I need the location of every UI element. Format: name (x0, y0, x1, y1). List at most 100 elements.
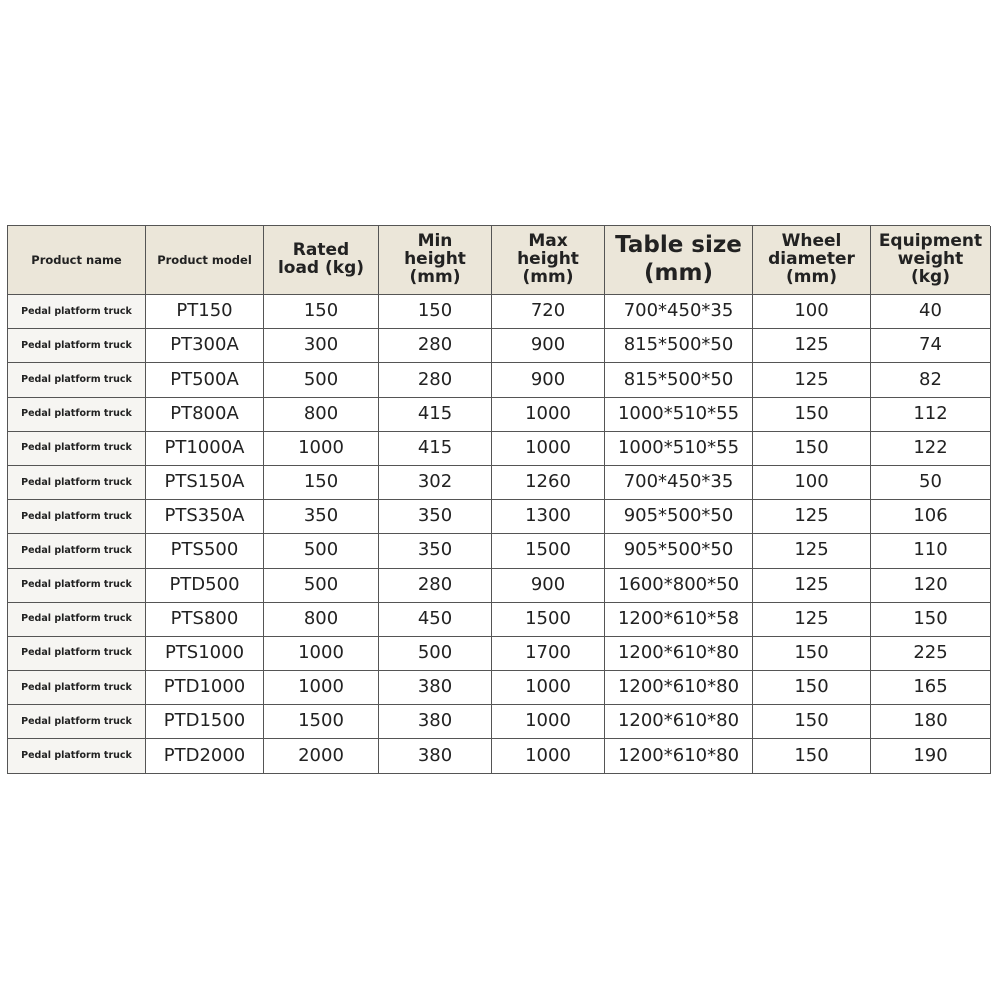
spec-value: 190 (871, 739, 991, 774)
spec-value: PT150 (146, 295, 264, 330)
spec-value: 500 (264, 534, 379, 569)
spec-value: 1000 (264, 671, 379, 706)
spec-value: PT1000A (146, 431, 264, 466)
spec-value: 350 (379, 534, 492, 569)
spec-value: 1200*610*80 (605, 705, 753, 740)
spec-value: 1500 (492, 602, 605, 637)
spec-value: 125 (753, 329, 871, 364)
product-name: Pedal platform truck (8, 671, 146, 706)
spec-value: 1300 (492, 500, 605, 535)
header-text: (mm) (409, 266, 461, 287)
spec-value: 180 (871, 705, 991, 740)
spec-value: 150 (753, 397, 871, 432)
header-text: Max (528, 231, 568, 252)
header-cell: Equipment weight (kg) (871, 226, 991, 295)
spec-value: PTS1000 (146, 636, 264, 672)
product-name: Pedal platform truck (8, 739, 146, 774)
spec-value: 150 (264, 295, 379, 330)
header-text: (kg) (910, 266, 950, 287)
spec-value: PTD2000 (146, 739, 264, 774)
spec-value: 280 (379, 568, 492, 603)
spec-value: PT300A (146, 329, 264, 364)
header-cell: Table size (mm) (605, 226, 753, 295)
spec-value: 1000*510*55 (605, 397, 753, 432)
product-name: Pedal platform truck (8, 500, 146, 535)
spec-value: 415 (379, 397, 492, 432)
product-name: Pedal platform truck (8, 636, 146, 672)
product-name: Pedal platform truck (8, 363, 146, 398)
header-cell: Min height (mm) (379, 226, 492, 295)
spec-value: 100 (753, 465, 871, 501)
spec-value: 700*450*35 (605, 295, 753, 330)
spec-value: 150 (753, 705, 871, 740)
spec-value: 125 (753, 568, 871, 603)
spec-value: 122 (871, 431, 991, 466)
spec-value: 150 (753, 671, 871, 706)
spec-value: 40 (871, 295, 991, 330)
header-text: height (404, 249, 466, 270)
spec-value: 1200*610*80 (605, 739, 753, 774)
header-text: (mm) (522, 266, 574, 287)
spec-value: PTD500 (146, 568, 264, 603)
header-text: load (kg) (277, 258, 365, 278)
spec-value: 815*500*50 (605, 363, 753, 398)
product-name: Pedal platform truck (8, 295, 146, 330)
spec-value: 125 (753, 602, 871, 637)
spec-value: 900 (492, 363, 605, 398)
spec-value: 50 (871, 465, 991, 501)
spec-value: 150 (753, 431, 871, 466)
product-name: Pedal platform truck (8, 329, 146, 364)
spec-value: 700*450*35 (605, 465, 753, 501)
spec-value: 150 (379, 295, 492, 330)
spec-value: 120 (871, 568, 991, 603)
spec-value: 1200*610*58 (605, 602, 753, 637)
spec-value: 1500 (492, 534, 605, 569)
spec-value: 112 (871, 397, 991, 432)
product-name: Pedal platform truck (8, 568, 146, 603)
header-text: Product model (157, 252, 252, 267)
spec-value: 900 (492, 329, 605, 364)
spec-value: 720 (492, 295, 605, 330)
header-cell: Wheel diameter (mm) (753, 226, 871, 295)
product-name: Pedal platform truck (8, 534, 146, 569)
spec-value: 905*500*50 (605, 534, 753, 569)
spec-value: 125 (753, 534, 871, 569)
spec-value: 150 (753, 739, 871, 774)
spec-table: Product name Product model Rated load (kg) M… (7, 225, 991, 774)
spec-value: PTS350A (146, 500, 264, 535)
header-cell: Rated load (kg) (264, 226, 379, 295)
spec-value: 1000 (492, 671, 605, 706)
spec-value: 150 (753, 636, 871, 672)
spec-value: 280 (379, 329, 492, 364)
spec-value: 82 (871, 363, 991, 398)
header-text: Rated (292, 240, 350, 261)
spec-value: 74 (871, 329, 991, 364)
spec-value: 380 (379, 705, 492, 740)
spec-value: 1700 (492, 636, 605, 672)
spec-value: 125 (753, 500, 871, 535)
spec-value: 450 (379, 602, 492, 637)
header-text: Table size (615, 232, 742, 259)
spec-value: PTD1500 (146, 705, 264, 740)
header-text: (mm) (644, 260, 713, 286)
spec-value: 2000 (264, 739, 379, 774)
header-text: weight (897, 249, 964, 270)
header-text: Min (417, 231, 453, 252)
product-name: Pedal platform truck (8, 431, 146, 466)
header-text: Wheel (781, 231, 842, 252)
header-text: diameter (768, 249, 855, 270)
spec-value: PTS800 (146, 602, 264, 637)
spec-value: 1000 (492, 705, 605, 740)
spec-value: 815*500*50 (605, 329, 753, 364)
spec-value: 905*500*50 (605, 500, 753, 535)
spec-value: 380 (379, 671, 492, 706)
header-text: Equipment (878, 231, 983, 252)
spec-value: 415 (379, 431, 492, 466)
product-name: Pedal platform truck (8, 602, 146, 637)
header-cell: Product name (8, 226, 146, 295)
header-text: height (517, 249, 579, 270)
product-name: Pedal platform truck (8, 705, 146, 740)
spec-value: 110 (871, 534, 991, 569)
header-cell: Max height (mm) (492, 226, 605, 295)
